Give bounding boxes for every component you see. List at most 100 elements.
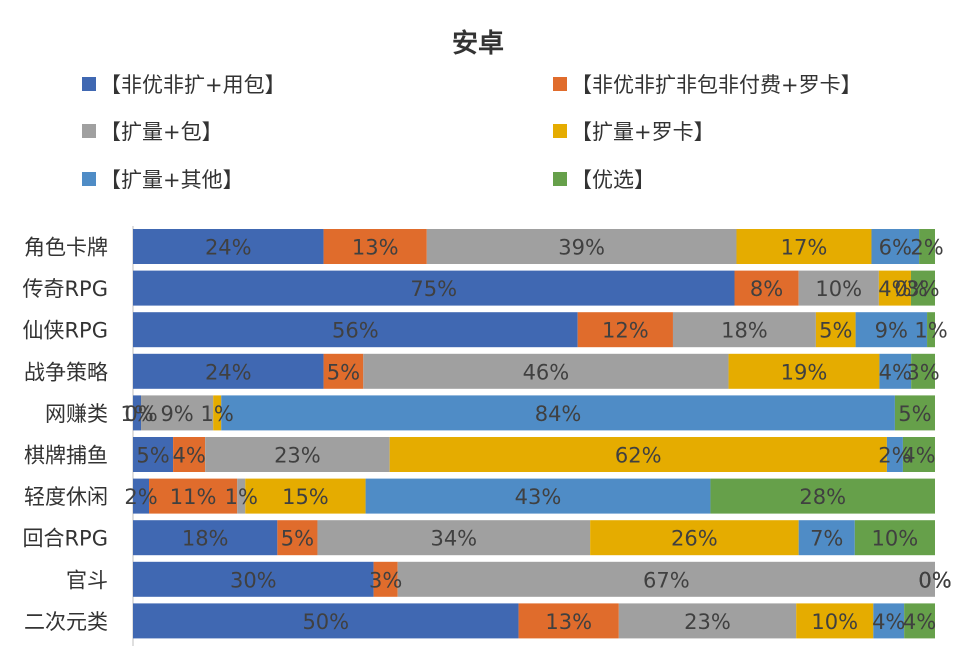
bar-segment xyxy=(854,520,935,556)
data-label: 30% xyxy=(230,568,277,592)
legend-swatch-6 xyxy=(553,172,567,186)
legend-label-3: 【扩量+包】 xyxy=(100,120,223,144)
data-label: 50% xyxy=(302,610,349,634)
bar-segment xyxy=(894,395,935,431)
data-label: 3% xyxy=(906,360,939,384)
data-label: 4% xyxy=(172,444,205,468)
bar-segment xyxy=(277,520,318,556)
category-label: 网赚类 xyxy=(45,402,108,426)
bar-segment xyxy=(590,520,799,556)
bar-segment xyxy=(796,603,874,639)
bar-segment xyxy=(221,395,895,431)
bar-segment xyxy=(173,437,206,472)
category-label: 回合RPG xyxy=(22,527,108,551)
legend-label-6: 【优选】 xyxy=(571,168,655,192)
bar-segment xyxy=(815,312,856,348)
bar-segment xyxy=(910,270,935,306)
data-label: 1% xyxy=(914,319,947,343)
data-label: 2% xyxy=(910,236,943,260)
legend-label-5: 【扩量+其他】 xyxy=(100,168,244,192)
data-label: 0% xyxy=(124,402,157,426)
bar-segment xyxy=(736,229,872,264)
data-label: 1% xyxy=(225,485,258,509)
bar-segment xyxy=(133,229,324,264)
category-label: 二次元类 xyxy=(24,610,108,634)
data-label: 5% xyxy=(819,319,852,343)
data-label: 23% xyxy=(684,610,731,634)
bar-segment xyxy=(927,312,935,348)
data-label: 15% xyxy=(282,485,329,509)
bar-segment xyxy=(855,312,928,348)
category-label: 角色卡牌 xyxy=(24,236,108,260)
category-label: 传奇RPG xyxy=(22,277,108,301)
data-label: 4% xyxy=(903,610,936,634)
data-label: 8% xyxy=(750,277,783,301)
category-label: 仙侠RPG xyxy=(22,319,108,343)
category-label: 战争策略 xyxy=(24,360,108,384)
data-label: 9% xyxy=(875,319,908,343)
data-label: 28% xyxy=(799,485,846,509)
data-label: 24% xyxy=(205,236,252,260)
data-label: 18% xyxy=(182,527,229,551)
bar-segment xyxy=(798,520,855,556)
bar-segment xyxy=(133,561,374,597)
data-label: 2% xyxy=(124,485,157,509)
bar-segment xyxy=(728,353,880,389)
bar-segment xyxy=(710,478,935,514)
data-label: 5% xyxy=(281,527,314,551)
bar-segment xyxy=(397,561,935,597)
bars xyxy=(133,229,935,639)
bar-segment xyxy=(878,270,911,306)
legend-swatch-3 xyxy=(82,124,96,138)
data-label: 4% xyxy=(872,610,905,634)
data-label: 0% xyxy=(918,568,951,592)
bar-segment xyxy=(205,437,390,472)
data-label: 11% xyxy=(170,485,217,509)
bar-segment xyxy=(323,229,427,264)
data-label: 10% xyxy=(815,277,862,301)
bar-segment xyxy=(133,478,150,514)
data-label: 5% xyxy=(327,360,360,384)
legend-label-1: 【非优非扩+用包】 xyxy=(100,73,286,97)
chart-title: 安卓 xyxy=(452,29,504,59)
bar-segment xyxy=(323,353,364,389)
legend-label-2: 【非优非扩非包非付费+罗卡】 xyxy=(571,73,862,97)
data-label: 26% xyxy=(671,527,718,551)
data-label: 4% xyxy=(902,444,935,468)
bar-segment xyxy=(873,603,905,639)
bar-segment xyxy=(133,437,174,472)
bar-segment xyxy=(133,603,519,639)
bar-segment xyxy=(389,437,887,472)
data-label: 24% xyxy=(205,360,252,384)
data-label: 1% xyxy=(201,402,234,426)
legend-swatch-1 xyxy=(82,77,96,91)
data-label: 13% xyxy=(545,610,592,634)
data-label: 1% xyxy=(120,402,153,426)
data-label: 18% xyxy=(721,319,768,343)
bar-segment xyxy=(879,353,912,389)
bar-segment xyxy=(904,603,935,639)
bar-segment xyxy=(902,437,935,472)
bar-segment xyxy=(213,395,222,431)
bar-segment xyxy=(911,353,935,389)
data-label: 3% xyxy=(906,277,939,301)
legend-swatch-4 xyxy=(553,124,567,138)
data-label: 9% xyxy=(160,402,193,426)
data-label: 0% xyxy=(918,568,951,592)
data-label: 62% xyxy=(615,444,662,468)
legend-label-4: 【扩量+罗卡】 xyxy=(571,120,715,144)
bar-segment xyxy=(133,270,735,306)
bar-segment xyxy=(734,270,799,306)
bar-segment xyxy=(618,603,797,639)
bar-segment xyxy=(133,312,578,348)
data-label: 5% xyxy=(898,402,931,426)
data-label: 7% xyxy=(810,527,843,551)
data-label: 2% xyxy=(878,444,911,468)
data-label: 4% xyxy=(878,277,911,301)
data-label: 43% xyxy=(515,485,562,509)
bar-segment xyxy=(317,520,591,556)
data-label: 13% xyxy=(352,236,399,260)
data-label: 67% xyxy=(643,568,690,592)
data-label: 84% xyxy=(535,402,582,426)
